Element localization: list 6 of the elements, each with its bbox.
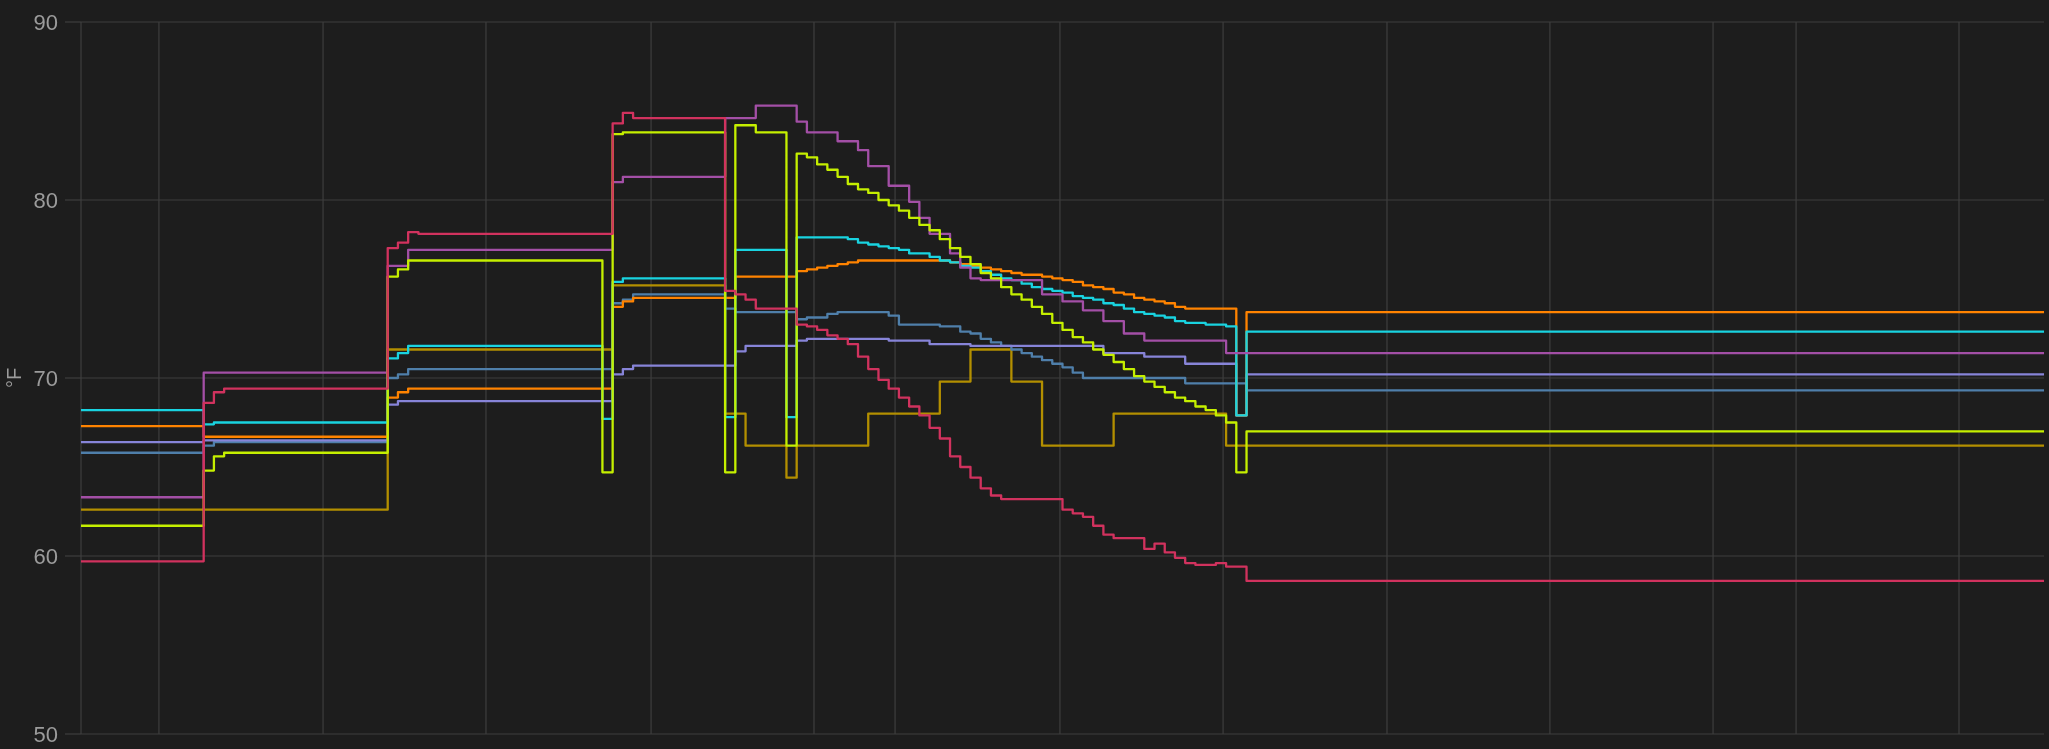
y-axis-title: °F xyxy=(3,367,25,389)
y-tick-label: 70 xyxy=(33,365,58,391)
y-tick-label: 60 xyxy=(33,543,58,569)
y-tick-label: 50 xyxy=(33,721,58,747)
y-tick-label: 80 xyxy=(33,187,58,213)
y-tick-label: 90 xyxy=(33,9,58,35)
